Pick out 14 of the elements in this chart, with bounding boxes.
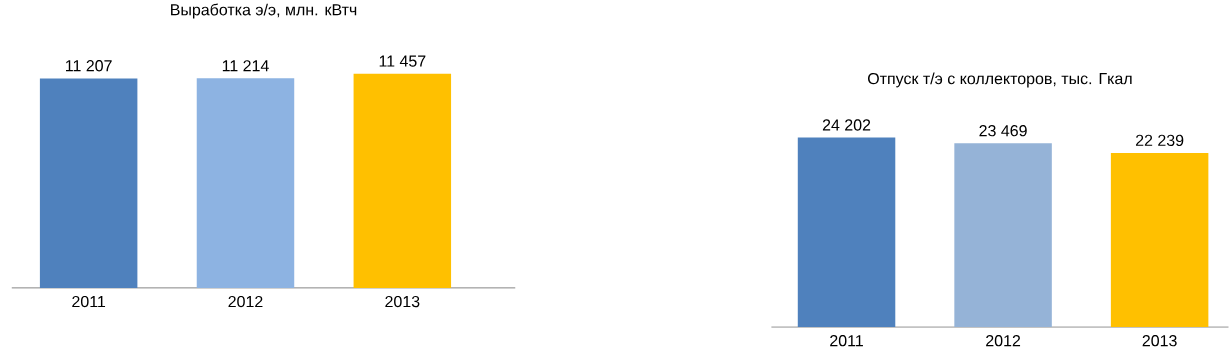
x-tick-label: 2012 — [228, 295, 263, 308]
data-label: 11 214 — [222, 60, 269, 72]
chart-title: Отпуск т/э с коллекторов, тыс. Гкал — [868, 72, 1132, 88]
data-label: 24 202 — [822, 119, 871, 131]
data-label: 22 239 — [1135, 134, 1184, 146]
x-tick-label: 2013 — [385, 295, 420, 308]
x-tick-label: 2013 — [1142, 334, 1177, 347]
x-tick-label: 2011 — [830, 334, 863, 347]
data-label: 11 457 — [379, 55, 426, 67]
data-label: 23 469 — [979, 124, 1027, 137]
data-label: 11 207 — [66, 60, 112, 72]
chart-title: Выработка э/э, млн. кВтч — [171, 3, 357, 19]
x-tick-label: 2012 — [986, 334, 1021, 347]
x-tick-label: 2011 — [72, 295, 106, 308]
